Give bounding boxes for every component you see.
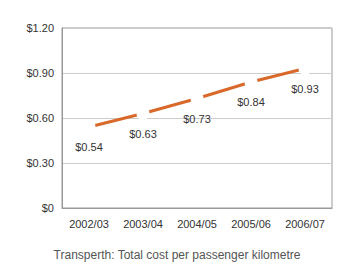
svg-text:$0.90: $0.90 bbox=[26, 67, 54, 79]
svg-text:2006/07: 2006/07 bbox=[285, 218, 325, 230]
svg-text:$0.60: $0.60 bbox=[26, 112, 54, 124]
svg-text:$1.20: $1.20 bbox=[26, 22, 54, 34]
svg-text:$0.63: $0.63 bbox=[129, 128, 157, 140]
svg-text:$0.84: $0.84 bbox=[237, 96, 265, 108]
svg-text:2003/04: 2003/04 bbox=[123, 218, 163, 230]
svg-text:2005/06: 2005/06 bbox=[231, 218, 271, 230]
svg-text:$0.54: $0.54 bbox=[75, 141, 103, 153]
svg-text:2002/03: 2002/03 bbox=[69, 218, 109, 230]
svg-text:$0: $0 bbox=[42, 202, 54, 214]
svg-text:$0.30: $0.30 bbox=[26, 157, 54, 169]
svg-text:Transperth: Total cost per pas: Transperth: Total cost per passenger kil… bbox=[54, 248, 301, 262]
svg-text:$0.93: $0.93 bbox=[291, 83, 319, 95]
svg-text:$0.73: $0.73 bbox=[183, 113, 211, 125]
svg-text:2004/05: 2004/05 bbox=[177, 218, 217, 230]
